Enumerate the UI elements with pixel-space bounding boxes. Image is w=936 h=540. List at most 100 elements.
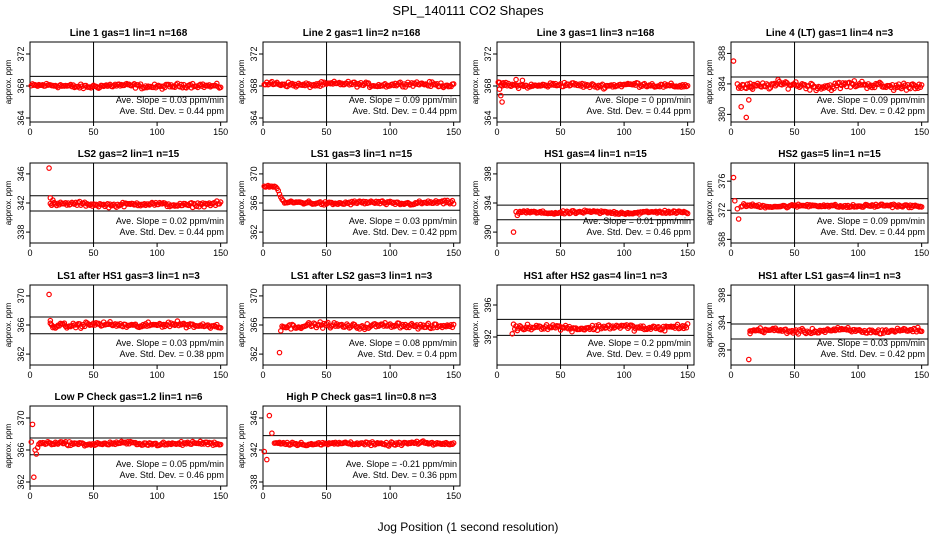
plot-frame [29, 405, 228, 487]
data-point [46, 165, 52, 171]
panel-9: LS1 after HS1 gas=3 lin=1 n=3 0 50 100 150 36… [4, 271, 228, 380]
data-point [499, 99, 505, 105]
data-point [745, 356, 752, 363]
figure-title: SPL_140111 CO2 Shapes [392, 3, 544, 18]
data-point [806, 87, 813, 93]
x-tick-label: 150 [446, 248, 461, 258]
x-tick-label: 150 [213, 491, 228, 501]
data-point [363, 79, 369, 86]
panel-title: LS2 gas=2 lin=1 n=15 [78, 149, 180, 160]
data-point [509, 330, 516, 337]
x-tick-label: 100 [383, 248, 398, 258]
x-tick-label: 50 [322, 370, 332, 380]
data-point [730, 58, 737, 64]
x-tick-label: 50 [322, 127, 332, 137]
panel-2: Line 2 gas=1 lin=2 n=168 0 50 100 150 364 368 3… [237, 28, 461, 137]
y-tick-label: 372 [717, 203, 727, 218]
x-tick-label: 50 [322, 248, 332, 258]
x-tick-label: 50 [89, 248, 99, 258]
data-point [217, 199, 224, 205]
data-point [745, 97, 752, 103]
y-tick-label: 338 [16, 225, 26, 240]
data-point [735, 216, 742, 222]
y-tick-label: 370 [16, 288, 26, 303]
y-tick-label: 376 [717, 174, 727, 189]
data-point [730, 174, 737, 181]
plot-frame [730, 284, 929, 366]
slope-annotation: Ave. Slope = 0.08 ppm/min [349, 338, 457, 348]
data-point [214, 80, 220, 87]
y-axis-label: approx. ppm [471, 302, 480, 347]
y-tick-label: 362 [16, 347, 26, 362]
x-tick-label: 150 [914, 370, 929, 380]
y-tick-label: 342 [249, 442, 259, 457]
x-tick-label: 0 [27, 491, 32, 501]
data-point [217, 84, 224, 91]
y-tick-label: 372 [483, 46, 493, 61]
data-point [215, 83, 221, 90]
x-tick-label: 100 [851, 127, 866, 137]
y-tick-label: 370 [16, 410, 26, 425]
data-point [918, 204, 925, 210]
y-tick-label: 338 [249, 474, 259, 489]
y-tick-label: 346 [16, 166, 26, 181]
slope-annotation: Ave. Slope = 0.03 ppm/min [116, 338, 224, 348]
data-point [269, 430, 275, 437]
data-point [193, 203, 200, 210]
y-tick-label: 380 [717, 107, 727, 122]
data-point [876, 79, 883, 86]
slope-annotation: Ave. Slope = 0.03 ppm/min [116, 95, 224, 105]
slope-annotation: Ave. Slope = 0.01 ppm/min [583, 216, 691, 226]
y-tick-label: 364 [249, 110, 259, 125]
data-point [217, 441, 224, 448]
data-point [449, 197, 456, 204]
slope-annotation: Ave. Slope = 0.02 ppm/min [116, 216, 224, 226]
slope-annotation: Ave. Slope = -0.21 ppm/min [346, 459, 457, 469]
plot-frame [262, 405, 461, 487]
data-point [519, 77, 526, 84]
x-tick-label: 50 [556, 370, 566, 380]
x-tick-label: 50 [556, 127, 566, 137]
slope-annotation: Ave. Slope = 0.2 ppm/min [588, 338, 691, 348]
data-point [431, 80, 438, 87]
y-axis-label: approx. ppm [4, 59, 13, 104]
slope-annotation: Ave. Slope = 0.09 ppm/min [349, 95, 457, 105]
x-tick-label: 0 [260, 127, 265, 137]
y-tick-label: 390 [717, 342, 727, 357]
data-point [684, 321, 691, 327]
y-tick-label: 392 [483, 329, 493, 344]
y-tick-label: 368 [717, 232, 727, 247]
plot-frame [29, 41, 228, 123]
x-tick-label: 0 [494, 127, 499, 137]
x-tick-label: 150 [446, 491, 461, 501]
data-point [498, 92, 504, 99]
panel-5: LS2 gas=2 lin=1 n=15 0 50 100 150 338 342 346ap… [4, 149, 228, 258]
data-point [136, 324, 143, 331]
y-tick-label: 368 [249, 78, 259, 93]
stddev-annotation: Ave. Std. Dev. = 0.42 ppm [821, 106, 925, 116]
y-tick-label: 372 [249, 46, 259, 61]
x-tick-label: 150 [680, 248, 695, 258]
data-point [107, 318, 113, 325]
data-point [276, 191, 283, 198]
data-point [837, 85, 844, 92]
slope-annotation: Ave. Slope = 0.05 ppm/min [116, 459, 224, 469]
panel-8: HS2 gas=5 lin=1 n=15 0 50 100 150 368 372 376ap… [705, 149, 929, 258]
data-point [29, 421, 36, 428]
y-tick-label: 394 [717, 315, 727, 330]
x-tick-label: 100 [150, 370, 165, 380]
data-point [170, 321, 177, 327]
x-tick-label: 150 [680, 127, 695, 137]
data-point [763, 81, 770, 87]
x-tick-label: 0 [27, 127, 32, 137]
panel-title: HS1 after LS1 gas=4 lin=1 n=3 [758, 271, 901, 282]
x-tick-label: 150 [914, 127, 929, 137]
slope-annotation: Ave. Slope = 0.09 ppm/min [817, 216, 925, 226]
y-tick-label: 390 [483, 225, 493, 240]
y-tick-label: 364 [483, 110, 493, 125]
panel-1: Line 1 gas=1 lin=1 n=168 0 50 100 150 364 368 3… [4, 28, 228, 137]
y-axis-label: approx. ppm [237, 302, 246, 347]
data-point [513, 76, 519, 83]
stddev-annotation: Ave. Std. Dev. = 0.44 ppm [821, 227, 925, 237]
y-tick-label: 366 [249, 317, 259, 332]
